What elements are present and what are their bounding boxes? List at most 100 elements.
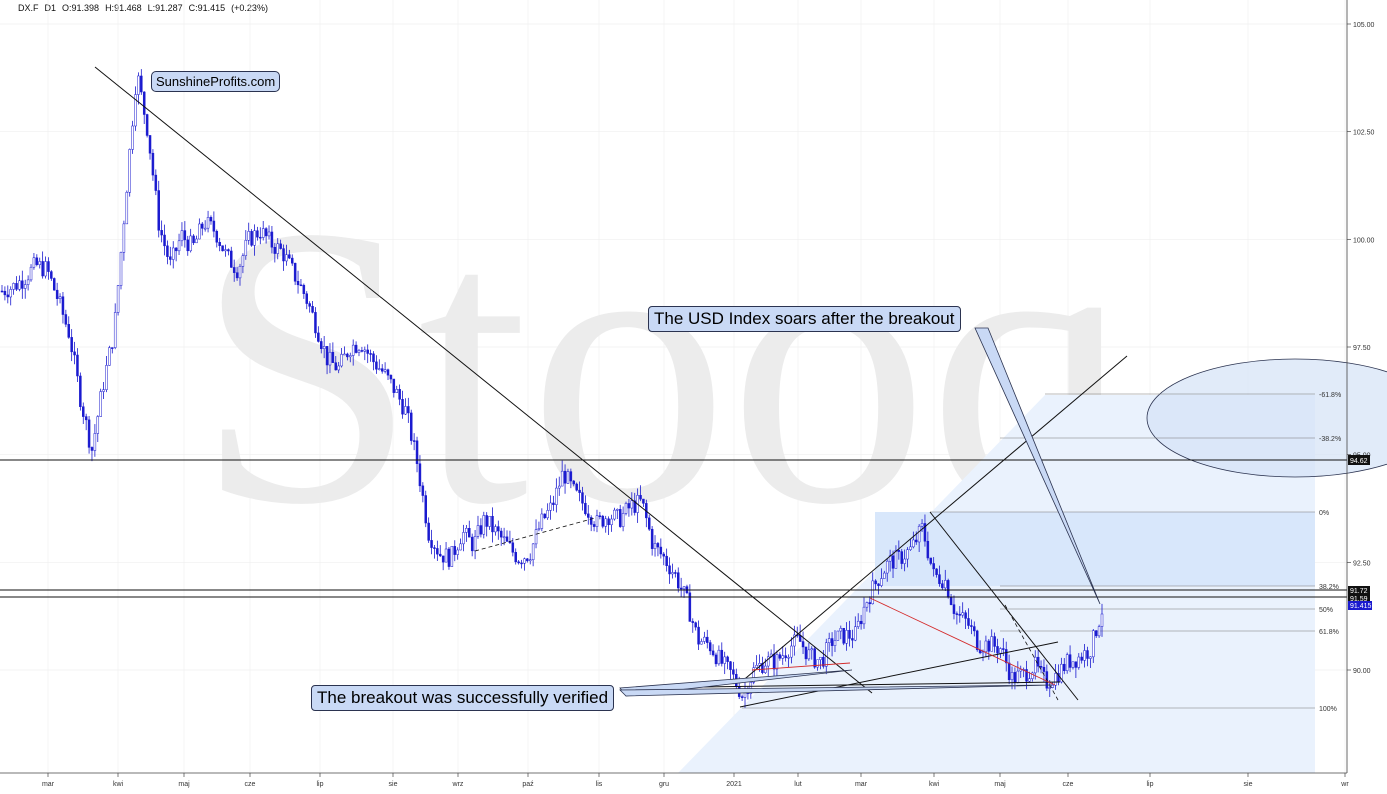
- price-label-bg: [1348, 601, 1372, 610]
- x-tick-label: wr: [1340, 781, 1349, 788]
- candle: [308, 303, 311, 307]
- y-tick-label: 92.50: [1353, 560, 1371, 567]
- candle: [12, 283, 15, 290]
- x-tick-label: lut: [794, 781, 801, 788]
- candle: [639, 495, 642, 500]
- candle: [851, 638, 854, 641]
- candle: [804, 646, 808, 660]
- candle: [70, 337, 73, 353]
- candle: [404, 406, 407, 415]
- candle: [151, 152, 155, 176]
- candle: [383, 369, 387, 372]
- candle: [555, 487, 558, 505]
- candle: [201, 223, 204, 229]
- candle: [0, 290, 4, 293]
- candle: [320, 341, 323, 349]
- candle: [337, 365, 340, 371]
- candle: [505, 536, 509, 542]
- candle: [720, 649, 724, 664]
- candle: [595, 515, 599, 527]
- candle: [517, 561, 520, 564]
- candle: [665, 555, 668, 566]
- candle: [290, 257, 294, 264]
- candle: [203, 227, 207, 230]
- candle: [215, 231, 219, 243]
- candle: [740, 696, 744, 698]
- candle: [131, 125, 134, 150]
- candle: [494, 526, 497, 533]
- candle: [1048, 687, 1052, 689]
- candle: [230, 250, 233, 268]
- candle: [958, 614, 962, 616]
- candle: [755, 664, 758, 668]
- candle: [41, 261, 44, 277]
- candle: [6, 294, 10, 298]
- candle: [488, 515, 491, 527]
- candle: [476, 525, 480, 537]
- candle: [618, 509, 622, 527]
- candle: [482, 515, 486, 535]
- candle: [64, 314, 68, 325]
- candle: [944, 580, 947, 589]
- x-tick-label: maj: [178, 781, 190, 788]
- x-tick-label: mar: [42, 781, 55, 788]
- candle: [981, 651, 985, 654]
- candle: [357, 350, 361, 353]
- candle: [961, 612, 964, 616]
- candle: [171, 247, 175, 260]
- candle: [1033, 656, 1037, 674]
- candle: [703, 636, 706, 642]
- candle: [421, 485, 425, 496]
- x-tick-label: paź: [522, 781, 534, 788]
- candle: [761, 663, 764, 673]
- candle: [1068, 654, 1072, 668]
- candle: [29, 266, 33, 281]
- candle: [941, 583, 944, 589]
- candle: [923, 523, 927, 542]
- candle: [566, 471, 570, 484]
- candle: [1031, 672, 1034, 679]
- candle: [322, 346, 326, 349]
- candle: [912, 539, 915, 548]
- candle: [166, 245, 169, 257]
- candle: [1092, 630, 1095, 658]
- candle: [380, 368, 384, 372]
- candle: [543, 513, 546, 519]
- candle: [439, 553, 442, 557]
- candle: [366, 349, 369, 354]
- candle: [73, 351, 76, 356]
- candle: [485, 515, 488, 527]
- candle: [195, 238, 198, 244]
- candle: [546, 510, 549, 519]
- candle: [819, 656, 822, 660]
- candle: [1054, 673, 1057, 686]
- candle: [822, 656, 825, 667]
- x-tick-label: cze: [1063, 781, 1074, 788]
- candle: [616, 509, 619, 511]
- candle: [784, 655, 787, 659]
- candle: [714, 654, 718, 665]
- candle: [877, 583, 880, 586]
- x-tick-label: gru: [659, 781, 669, 788]
- candle: [859, 620, 863, 625]
- candle: [441, 555, 445, 563]
- candle: [891, 555, 895, 569]
- candle: [569, 471, 573, 482]
- candle: [572, 480, 576, 485]
- fib-label: 50%: [1319, 607, 1333, 614]
- candle: [885, 560, 889, 574]
- candle: [1060, 663, 1063, 683]
- candle: [23, 284, 27, 289]
- verified-callout: The breakout was successfully verified: [311, 685, 615, 711]
- candle: [647, 517, 651, 530]
- candle: [920, 523, 924, 527]
- candle: [227, 249, 230, 252]
- x-tick-label: 2021: [726, 781, 742, 788]
- candle: [468, 528, 471, 538]
- candle: [375, 361, 378, 370]
- x-tick-label: kwi: [929, 781, 940, 788]
- candle: [183, 230, 187, 241]
- candle: [952, 604, 956, 614]
